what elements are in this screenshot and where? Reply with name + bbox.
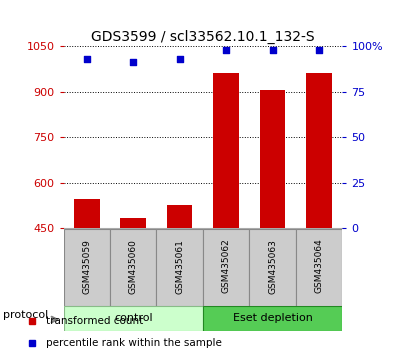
Text: Eset depletion: Eset depletion <box>232 313 312 323</box>
Bar <box>202 229 249 306</box>
Bar <box>63 306 202 331</box>
Text: GSM435062: GSM435062 <box>221 239 230 293</box>
Title: GDS3599 / scl33562.10.1_132-S: GDS3599 / scl33562.10.1_132-S <box>91 29 314 44</box>
Bar <box>110 229 156 306</box>
Bar <box>249 229 295 306</box>
Text: protocol: protocol <box>3 310 48 320</box>
Bar <box>202 306 342 331</box>
Point <box>315 47 321 52</box>
Text: GSM435059: GSM435059 <box>82 239 91 293</box>
Bar <box>259 90 285 228</box>
Text: GSM435064: GSM435064 <box>314 239 323 293</box>
Bar <box>213 73 238 228</box>
Text: transformed count: transformed count <box>46 316 143 326</box>
Bar <box>74 199 99 228</box>
Bar <box>166 205 192 228</box>
Bar <box>306 73 331 228</box>
Text: percentile rank within the sample: percentile rank within the sample <box>46 338 222 348</box>
Text: control: control <box>114 313 152 323</box>
Point <box>176 56 182 62</box>
Bar <box>120 218 146 228</box>
Point <box>130 59 136 65</box>
Bar <box>295 229 342 306</box>
Bar <box>63 229 110 306</box>
Point <box>269 47 275 52</box>
Text: GSM435061: GSM435061 <box>175 239 184 293</box>
Text: GSM435063: GSM435063 <box>267 239 276 293</box>
Point <box>222 47 229 52</box>
Point <box>83 56 90 62</box>
Bar <box>156 229 202 306</box>
Text: GSM435060: GSM435060 <box>128 239 137 293</box>
